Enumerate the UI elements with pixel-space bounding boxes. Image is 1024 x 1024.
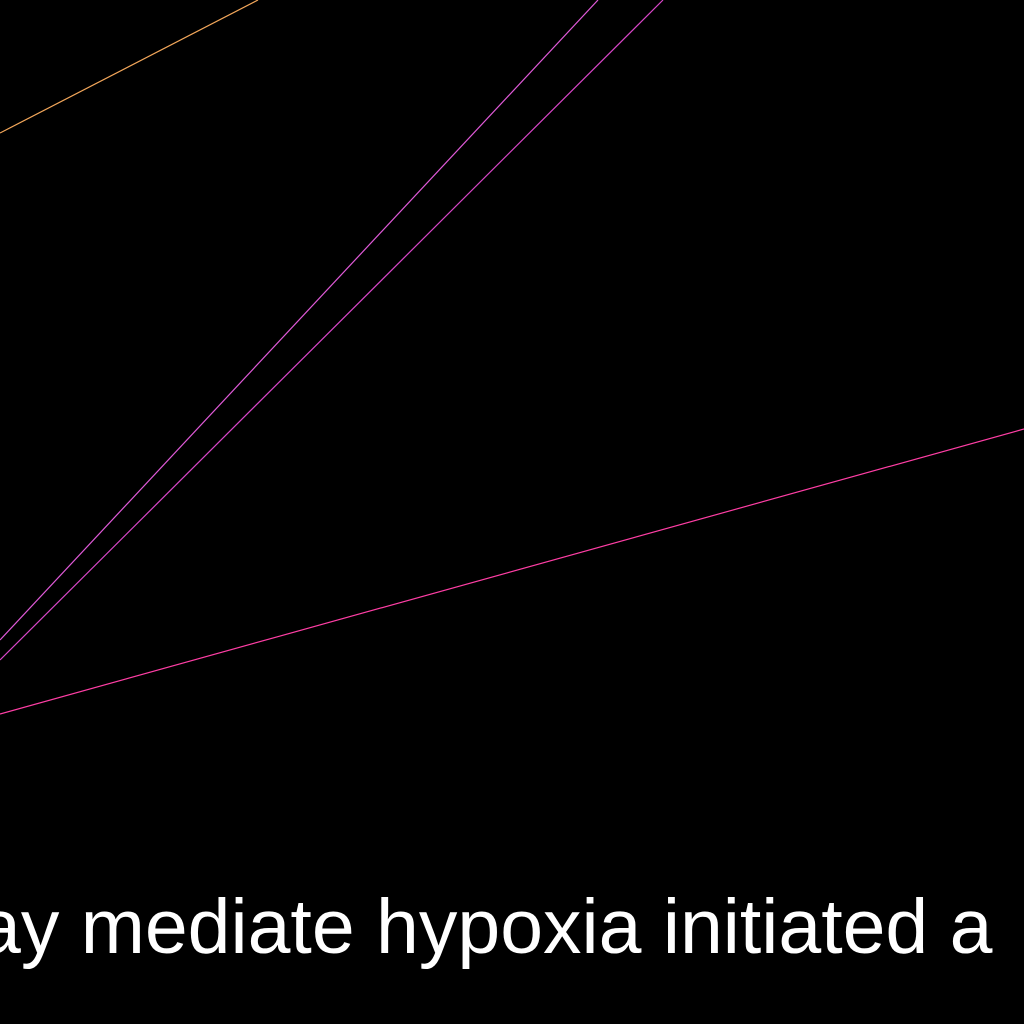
- pink-line: [0, 428, 1024, 715]
- magenta-line-lower: [0, 0, 664, 661]
- caption-text: ay mediate hypoxia initiated a: [0, 884, 993, 970]
- magenta-line-upper: [0, 0, 599, 641]
- orange-line: [0, 0, 259, 134]
